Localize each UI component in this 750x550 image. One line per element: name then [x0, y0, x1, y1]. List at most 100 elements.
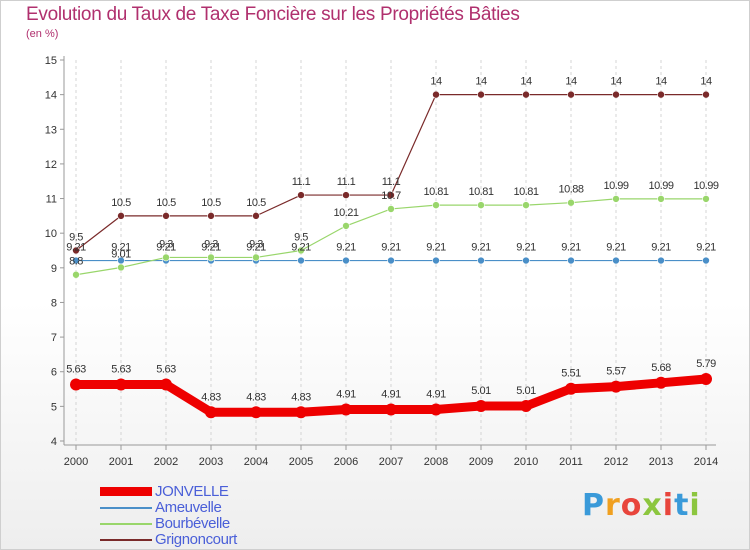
data-label-grignoncourt-2014: 14: [700, 76, 712, 88]
x-tick-label-2002: 2002: [154, 456, 178, 468]
data-label-ameuvelle-2003: 9.21: [201, 242, 221, 254]
data-label-grignoncourt-2005: 11.1: [292, 176, 311, 188]
y-tick-label-9: 9: [51, 263, 57, 275]
data-point-grignoncourt-2000: [72, 246, 80, 255]
data-point-grignoncourt-2003: [207, 212, 215, 220]
data-label-ameuvelle-2011: 9.21: [561, 242, 581, 254]
data-point-grignoncourt-2013: [657, 90, 665, 99]
data-label-grignoncourt-2004: 10.5: [246, 197, 266, 209]
data-label-ameuvelle-2013: 9.21: [651, 242, 671, 254]
data-label-ameuvelle-2009: 9.21: [471, 242, 491, 254]
data-point-bourbevelle-2007: [387, 205, 395, 213]
data-label-bourbevelle-2000: 8.8: [69, 256, 83, 268]
x-tick-label-2014: 2014: [694, 456, 718, 468]
data-point-jonvelle-2005: [295, 406, 307, 419]
data-label-grignoncourt-2011: 14: [565, 76, 577, 88]
data-point-grignoncourt-2005: [297, 191, 305, 199]
data-point-grignoncourt-2012: [612, 90, 620, 99]
data-label-grignoncourt-2013: 14: [655, 76, 667, 88]
y-tick-label-4: 4: [51, 436, 57, 448]
data-label-ameuvelle-2002: 9.21: [156, 242, 176, 254]
data-point-grignoncourt-2007: [387, 191, 395, 199]
data-label-grignoncourt-2012: 14: [610, 76, 622, 88]
data-label-ameuvelle-2000: 9.21: [66, 242, 86, 254]
data-label-bourbevelle-2006: 10.21: [333, 207, 358, 219]
data-point-grignoncourt-2011: [567, 90, 575, 99]
data-label-grignoncourt-2001: 10.5: [111, 197, 131, 209]
data-label-ameuvelle-2001: 9.21: [111, 242, 131, 254]
data-point-grignoncourt-2002: [162, 212, 170, 220]
x-tick-label-2003: 2003: [199, 456, 223, 468]
legend-swatch-bourbevelle: [100, 523, 152, 525]
data-point-jonvelle-2004: [250, 406, 262, 419]
data-point-grignoncourt-2010: [522, 90, 530, 99]
data-label-jonvelle-2012: 5.57: [606, 366, 626, 378]
x-tick-label-2008: 2008: [424, 456, 448, 468]
data-point-bourbevelle-2010: [522, 201, 530, 209]
data-point-jonvelle-2006: [340, 403, 352, 416]
data-point-grignoncourt-2006: [342, 191, 350, 199]
x-tick-label-2005: 2005: [289, 456, 313, 468]
data-point-jonvelle-2001: [115, 378, 127, 391]
x-tick-label-2001: 2001: [109, 456, 133, 468]
data-point-grignoncourt-2014: [702, 90, 710, 99]
data-point-bourbevelle-2009: [477, 201, 485, 209]
data-point-bourbevelle-2001: [117, 263, 125, 272]
data-label-bourbevelle-2004: 9.3: [249, 238, 263, 250]
data-point-ameuvelle-2008: [432, 256, 440, 265]
data-label-ameuvelle-2014: 9.21: [696, 242, 716, 254]
x-tick-label-2011: 2011: [559, 456, 583, 468]
x-tick-label-2004: 2004: [244, 456, 268, 468]
chart-subtitle: (en %): [26, 28, 59, 40]
data-label-ameuvelle-2008: 9.21: [426, 242, 446, 254]
data-label-bourbevelle-2008: 10.81: [423, 186, 448, 198]
data-label-grignoncourt-2006: 11.1: [337, 176, 356, 188]
data-label-jonvelle-2008: 4.91: [426, 388, 446, 400]
x-tick-label-2010: 2010: [514, 456, 538, 468]
data-label-jonvelle-2013: 5.68: [651, 362, 671, 374]
legend-label-jonvelle: JONVELLE: [155, 483, 229, 500]
chart-title: Evolution du Taux de Taxe Foncière sur l…: [26, 4, 520, 25]
x-tick-label-2007: 2007: [379, 456, 403, 468]
data-label-jonvelle-2004: 4.83: [246, 391, 266, 403]
line-chart: 4 5 6 7 8 9 10 11 12 13 14 15 2000 2001 2002 2003 2004 20…: [45, 55, 720, 468]
data-label-jonvelle-2011: 5.51: [561, 368, 581, 380]
legend-label-bourbevelle: Bourbévelle: [155, 515, 230, 532]
data-label-jonvelle-2014: 5.79: [696, 358, 716, 370]
legend-label-grignoncourt: Grignoncourt: [155, 531, 237, 548]
data-point-grignoncourt-2008: [432, 90, 440, 99]
data-point-jonvelle-2007: [385, 403, 397, 416]
data-label-bourbevelle-2009: 10.81: [468, 186, 493, 198]
proxiti-logo: Proxiti: [582, 488, 701, 523]
data-label-jonvelle-2001: 5.63: [111, 364, 131, 376]
data-point-jonvelle-2014: [700, 373, 712, 386]
data-point-bourbevelle-2003: [207, 253, 215, 262]
data-label-jonvelle-2010: 5.01: [516, 385, 536, 397]
data-label-grignoncourt-2009: 14: [475, 76, 487, 88]
data-label-jonvelle-2005: 4.83: [291, 391, 311, 403]
data-point-jonvelle-2008: [430, 403, 442, 416]
y-tick-label-10: 10: [45, 228, 57, 240]
data-label-grignoncourt-2008: 14: [430, 76, 442, 88]
data-label-grignoncourt-2003: 10.5: [201, 197, 221, 209]
data-point-bourbevelle-2008: [432, 201, 440, 209]
data-point-bourbevelle-2006: [342, 222, 350, 230]
data-label-bourbevelle-2011: 10.88: [558, 184, 583, 196]
legend-swatch-jonvelle: [100, 487, 152, 496]
data-label-jonvelle-2007: 4.91: [381, 388, 401, 400]
legend-label-ameuvelle: Ameuvelle: [155, 499, 222, 516]
y-tick-label-15: 15: [45, 55, 57, 67]
data-point-jonvelle-2012: [610, 380, 622, 393]
data-label-bourbevelle-2013: 10.99: [648, 180, 673, 192]
x-tick-label-2012: 2012: [604, 456, 628, 468]
data-label-jonvelle-2009: 5.01: [471, 385, 491, 397]
data-label-ameuvelle-2012: 9.21: [606, 242, 626, 254]
x-tick-label-2009: 2009: [469, 456, 493, 468]
data-label-grignoncourt-2010: 14: [520, 76, 532, 88]
series-line-grignoncourt: [75, 94, 707, 252]
data-point-bourbevelle-2002: [162, 253, 170, 262]
data-label-jonvelle-2002: 5.63: [156, 364, 176, 376]
data-point-grignoncourt-2009: [477, 90, 485, 99]
y-tick-label-11: 11: [46, 194, 57, 206]
